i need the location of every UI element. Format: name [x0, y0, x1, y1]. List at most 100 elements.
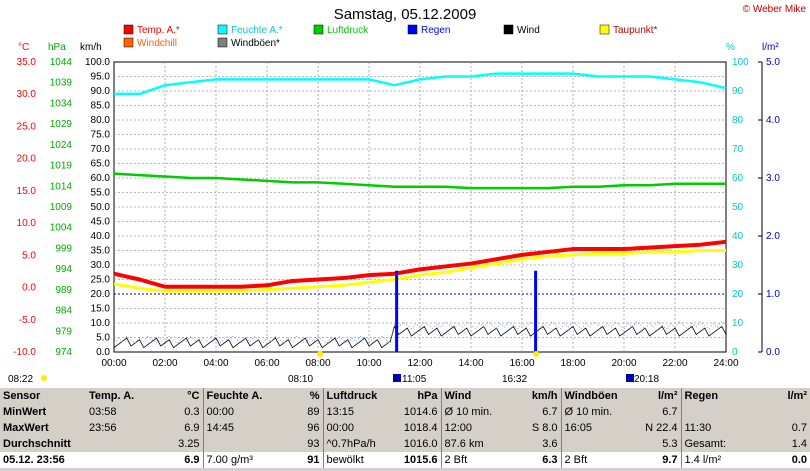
- header-regen: Regen: [680, 388, 751, 404]
- axis-temp-tick: -10.0: [13, 347, 36, 358]
- axis-x-tick: 16:00: [509, 358, 534, 369]
- axis-kmh-tick: 0.0: [96, 347, 110, 358]
- axis-pct-tick: 70: [732, 144, 744, 155]
- axis-pct-tick: 10: [732, 318, 744, 329]
- axis-kmh-tick: 35.0: [91, 246, 111, 257]
- legend-label: Feuchte A.*: [231, 25, 283, 36]
- axis-temp-tick: 0.0: [22, 283, 36, 294]
- stats-row-current: 05.12. 23:56 6.9 7.00 g/m³ 91 bewölkt 10…: [0, 452, 810, 468]
- axis-x-tick: 18:00: [560, 358, 585, 369]
- axis-pct-tick: 90: [732, 86, 744, 97]
- axis-x-tick: 14:00: [458, 358, 483, 369]
- table-cell: 1.4 l/m²: [680, 452, 751, 468]
- header-luftdruck-unit: hPa: [417, 390, 438, 402]
- axis-temp-tick: 35.0: [17, 57, 37, 68]
- axis-pct-tick: 100: [732, 57, 749, 68]
- row-label: MaxWert: [3, 422, 49, 434]
- axis-pct-tick: 0: [732, 347, 738, 358]
- legend-swatch: [123, 24, 134, 35]
- legend-label: Windböen*: [231, 38, 280, 49]
- axis-kmh-tick: 15.0: [91, 304, 111, 315]
- table-cell: 5.3: [662, 438, 678, 450]
- axis-rain-tick: 5.0: [766, 57, 780, 68]
- axis-pct-tick: 30: [732, 260, 744, 271]
- table-cell: 6.3: [511, 452, 561, 468]
- axis-rain-tick: 1.0: [766, 289, 780, 300]
- axis-hpa-tick: 1044: [50, 57, 73, 68]
- header-luftdruck: Luftdruck: [322, 388, 395, 404]
- table-cell: S 8.0: [531, 422, 558, 434]
- axis-kmh-tick: 90.0: [91, 86, 111, 97]
- table-cell: 13:15: [322, 404, 395, 420]
- legend-swatch: [407, 24, 418, 35]
- table-cell: 16:05: [560, 420, 631, 436]
- table-cell: 0.7: [791, 422, 807, 434]
- axis-temp-tick: 10.0: [17, 218, 37, 229]
- axis-hpa-tick: 989: [55, 285, 72, 296]
- stats-row-avg: Durchschnitt 3.25 93 ^0.7hPa/h 1016.0 87…: [0, 436, 810, 452]
- axis-x-tick: 08:00: [305, 358, 330, 369]
- axis-rain-tick: 2.0: [766, 231, 780, 242]
- series-line: [114, 72, 727, 96]
- table-cell: 3.25: [178, 438, 200, 450]
- row-label: Durchschnitt: [3, 438, 71, 450]
- axis-hpa-tick: 974: [55, 347, 72, 358]
- axis-hpa-tick: 984: [55, 306, 72, 317]
- axis-pct-tick: 80: [732, 115, 744, 126]
- table-cell: [86, 452, 148, 468]
- table-cell: 23:56: [89, 422, 117, 434]
- table-cell: [86, 436, 148, 452]
- legend-label: Windchill: [137, 38, 177, 49]
- legend-label: Luftdruck: [327, 25, 369, 36]
- axis-kmh-tick: 50.0: [91, 202, 111, 213]
- copyright-label: © Weber Mike: [742, 4, 806, 15]
- axis-temp-unit: °C: [18, 42, 29, 53]
- table-cell: 6.9: [148, 452, 203, 468]
- legend-label: Wind: [517, 25, 540, 36]
- axis-x-tick: 20:00: [611, 358, 636, 369]
- axis-rain-unit: l/m²: [762, 42, 779, 53]
- legend-swatch: [217, 37, 228, 48]
- table-cell: bewölkt: [322, 452, 395, 468]
- header-windboeen: Windböen: [560, 388, 631, 404]
- table-cell: 11:30: [680, 420, 751, 436]
- table-cell: 3.6: [542, 438, 558, 450]
- table-cell: [202, 436, 278, 452]
- axis-pct-unit: %: [726, 42, 735, 53]
- axis-kmh-tick: 100.0: [85, 57, 110, 68]
- table-cell: 2 Bft: [440, 452, 511, 468]
- series-line: [113, 239, 727, 289]
- axis-rain-tick: 3.0: [766, 173, 780, 184]
- header-feuchte: Feuchte A.: [202, 388, 278, 404]
- table-cell: 7.00 g/m³: [202, 452, 278, 468]
- axis-hpa-tick: 1004: [50, 223, 73, 234]
- table-cell: 1016.0: [403, 438, 438, 450]
- rain-marker-icon: [393, 374, 401, 382]
- header-temp: Temp. A.: [89, 390, 135, 402]
- header-regen-unit: l/m²: [787, 390, 807, 402]
- axis-hpa-tick: 1029: [50, 119, 73, 130]
- table-cell: 1014.6: [403, 406, 438, 418]
- series-line: [113, 172, 726, 190]
- axis-kmh-tick: 25.0: [91, 275, 111, 286]
- axis-hpa-tick: 1034: [50, 98, 73, 109]
- axis-x-tick: 02:00: [152, 358, 177, 369]
- table-cell: Ø 10 min.: [560, 404, 631, 420]
- axis-kmh-tick: 40.0: [91, 231, 111, 242]
- table-cell: 89: [307, 406, 320, 418]
- marker-sunrise: 08:10: [288, 374, 313, 385]
- axis-hpa-tick: 999: [55, 243, 72, 254]
- legend-label: Taupunkt*: [613, 25, 658, 36]
- axis-temp-tick: 30.0: [17, 89, 37, 100]
- axis-kmh-tick: 60.0: [91, 173, 111, 184]
- axis-kmh-tick: 85.0: [91, 101, 111, 112]
- header-wind-unit: km/h: [531, 390, 558, 402]
- header-sensor: Sensor: [3, 390, 41, 402]
- table-cell: 1018.4: [403, 422, 438, 434]
- axis-rain-tick: 4.0: [766, 115, 780, 126]
- table-cell: [680, 404, 751, 420]
- table-cell: N 22.4: [645, 422, 678, 434]
- table-cell: ^0.7hPa/h: [322, 436, 395, 452]
- stats-row-max: MaxWert 23:56 6.9 14:45 96 00:00 1018.4 …: [0, 420, 810, 436]
- axis-x-tick: 10:00: [356, 358, 381, 369]
